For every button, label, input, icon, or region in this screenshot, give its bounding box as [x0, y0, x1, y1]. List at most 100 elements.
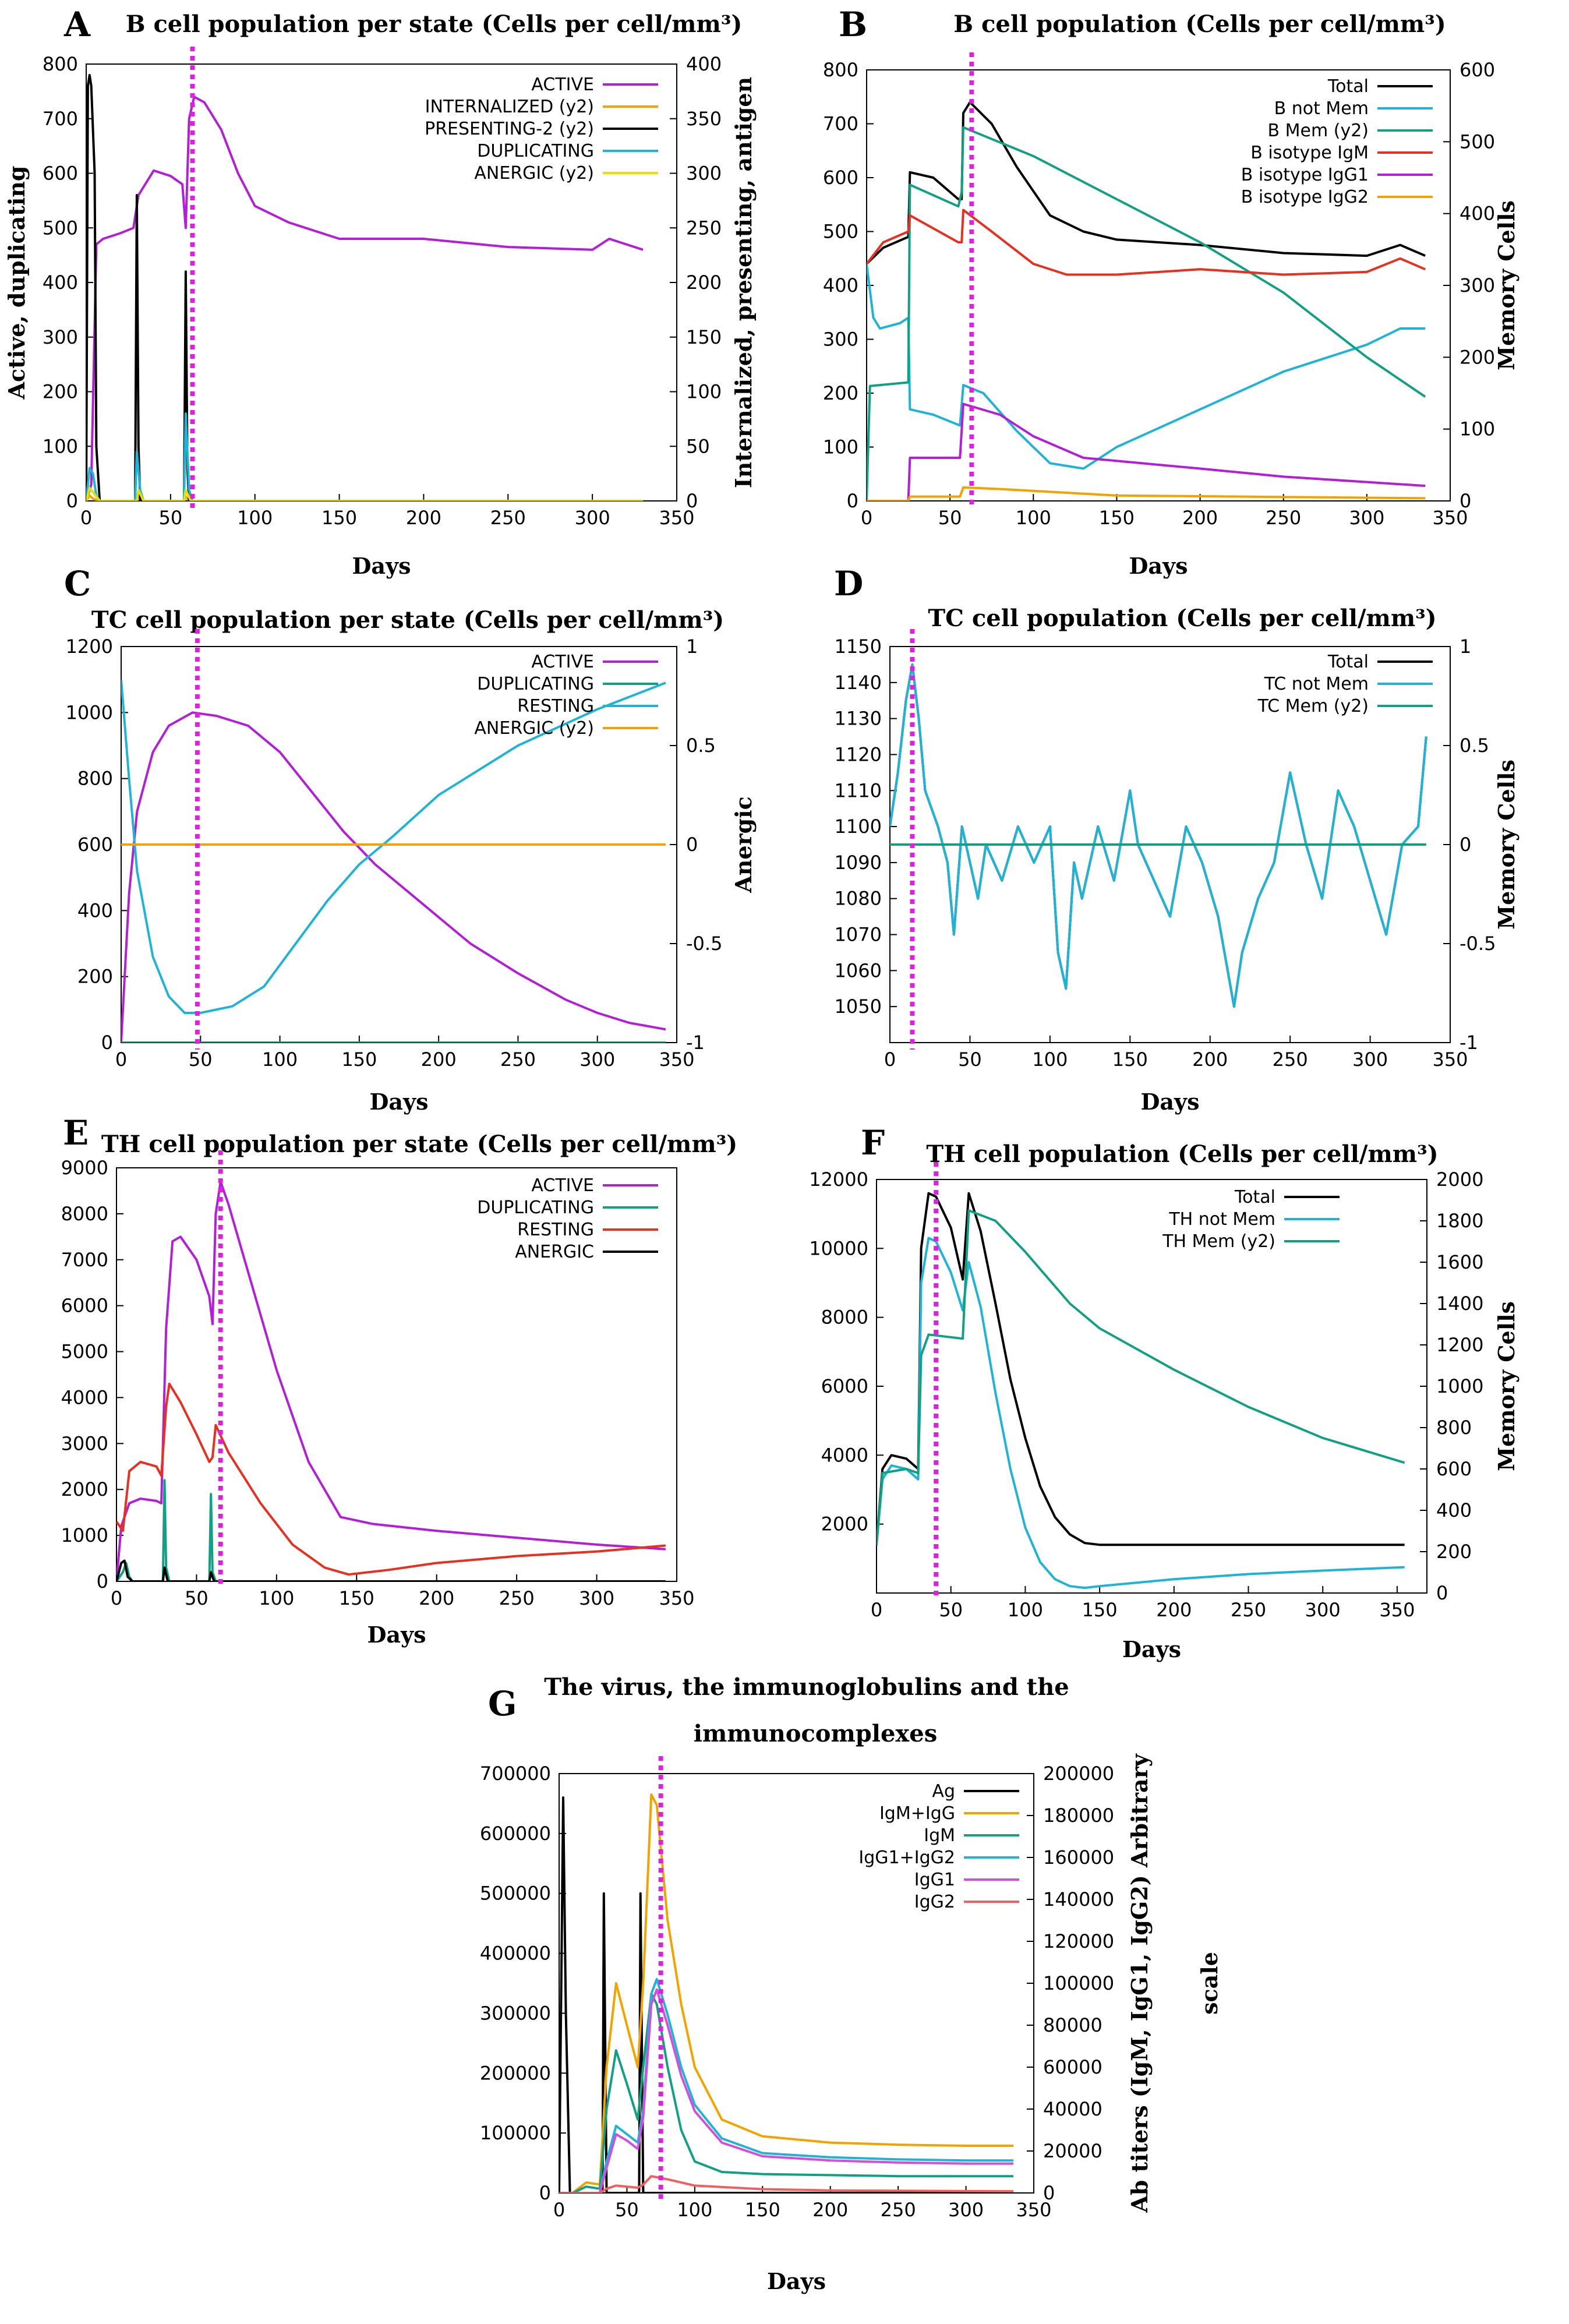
panel-a-legend-label-duplicating: DUPLICATING [477, 141, 594, 161]
panel-c-xtick-label: 200 [421, 1048, 457, 1071]
panel-c-ytick-label: 400 [77, 899, 113, 921]
panel-e-legend-label-active: ACTIVE [531, 1175, 594, 1196]
panel-e-series-active [116, 1180, 666, 1581]
panel-a-xlabel: Days [352, 553, 411, 579]
panel-d-ytick-label: 1080 [835, 888, 882, 910]
panel-d-y2label: Memory Cells [1493, 760, 1519, 930]
panel-f: F TH cell population (Cells per cell/mm³… [809, 1123, 1519, 1662]
panel-d-ytick-label: 1100 [835, 815, 882, 838]
panel-f-y2tick-label: 1800 [1436, 1210, 1483, 1232]
panel-f-y2tick-label: 400 [1436, 1499, 1472, 1521]
panel-a-y2tick-label: 150 [686, 326, 722, 348]
panel-a-legend-label-anergic-y2: ANERGIC (y2) [474, 163, 594, 183]
panel-d-ytick-label: 1090 [835, 852, 882, 874]
panel-c-y2tick-label: -0.5 [686, 933, 722, 955]
panel-g-ytick-label: 300000 [480, 2002, 551, 2024]
panel-f-ytick-label: 2000 [821, 1513, 868, 1535]
panel-d-y2tick-label: 1 [1460, 635, 1471, 658]
panel-g-xtick-label: 50 [615, 2199, 639, 2221]
panel-c-series-active [121, 711, 666, 1043]
panel-c-xtick-label: 150 [341, 1048, 377, 1071]
panel-d-ytick-label: 1120 [835, 743, 882, 765]
panel-g-y2label-line2: scale [1196, 1952, 1222, 2015]
panel-a-legend-label-internalized-y2: INTERNALIZED (y2) [425, 97, 594, 117]
panel-f-title: TH cell population (Cells per cell/mm³) [926, 1140, 1438, 1168]
panel-e-series-resting [116, 1382, 666, 1576]
panel-c-xtick-label: 300 [579, 1048, 615, 1071]
panel-b-legend-label-b-isotype-igg2: B isotype IgG2 [1241, 187, 1369, 207]
panel-c-title: TC cell population per state (Cells per … [91, 606, 724, 634]
panel-b-series-b-not-mem [867, 263, 1426, 470]
panel-a-series-presenting-2-y2 [86, 73, 644, 501]
panel-b-series-b-isotype-igg2 [867, 486, 1426, 501]
panel-g-title-line2: immunocomplexes [694, 1720, 937, 1747]
panel-f-y2tick-label: 2000 [1436, 1168, 1483, 1191]
panel-g-ytick-label: 200000 [480, 2062, 551, 2084]
panel-a-plot: 0 50 100 150 200 250 300 3500100200300400500600… [3, 47, 757, 579]
panel-c-legend-label-anergic-y2: ANERGIC (y2) [474, 718, 594, 739]
panel-a-y2tick-label: 50 [686, 435, 710, 457]
panel-a-legend-label-active: ACTIVE [531, 75, 594, 95]
panel-c-ytick-label: 1200 [66, 635, 113, 658]
panel-a-ytick-label: 300 [43, 326, 78, 348]
panel-f-ytick-label: 12000 [809, 1168, 868, 1191]
panel-d-xtick-label: 100 [1032, 1048, 1068, 1071]
panel-b-series-b-mem-y2 [867, 126, 1426, 501]
panel-a-ytick-label: 500 [43, 217, 78, 239]
panel-c-xtick-label: 350 [659, 1048, 694, 1071]
panel-g-y2tick-label: 80000 [1043, 2014, 1102, 2036]
panel-g-title-line1: The virus, the immunoglobulins and the [544, 1673, 1069, 1701]
panel-e: E TH cell population per state (Cells pe… [61, 1113, 738, 1648]
panel-b-legend-label-b-mem-y2: B Mem (y2) [1268, 121, 1369, 141]
panel-f-xtick-label: 150 [1082, 1599, 1118, 1621]
panel-a-ytick-label: 0 [66, 490, 78, 512]
panel-a-xtick-label: 0 [80, 507, 92, 529]
panel-c-xtick-label: 0 [115, 1048, 127, 1071]
panel-g-legend-label-igg1-igg2: IgG1+IgG2 [858, 1848, 955, 1868]
panel-b-ytick-label: 300 [823, 329, 858, 351]
panel-a: A B cell population per state (Cells per… [3, 5, 757, 579]
panel-b-xtick-label: 200 [1182, 507, 1218, 529]
panel-c-y2tick-label: 0 [686, 833, 698, 856]
panel-b-series-b-isotype-igm [867, 209, 1426, 276]
panel-b-xtick-label: 300 [1349, 507, 1384, 529]
panel-a-ytick-label: 100 [43, 435, 78, 457]
panel-f-y2tick-label: 1200 [1436, 1334, 1483, 1356]
panel-d-ytick-label: 1130 [835, 708, 882, 730]
panel-a-xtick-label: 150 [321, 507, 357, 529]
panel-d-xtick-label: 350 [1432, 1048, 1468, 1071]
panel-d-ytick-label: 1070 [835, 924, 882, 946]
panel-d-xtick-label: 250 [1273, 1048, 1308, 1071]
panel-a-ytick-label: 700 [43, 108, 78, 130]
panel-g-xtick-label: 300 [948, 2199, 984, 2221]
panel-b-y2tick-label: 400 [1460, 203, 1495, 225]
panel-e-legend-label-anergic: ANERGIC [515, 1242, 594, 1262]
panel-g-ytick-label: 100000 [480, 2122, 551, 2144]
panel-e-ytick-label: 9000 [61, 1157, 108, 1179]
panel-a-xtick-label: 100 [237, 507, 273, 529]
panel-b-legend-label-b-isotype-igg1: B isotype IgG1 [1241, 165, 1369, 185]
panel-a-series-anergic-y2 [86, 486, 644, 501]
panel-a-series-active [86, 96, 644, 501]
panel-e-ytick-label: 6000 [61, 1295, 108, 1317]
panel-f-xlabel: Days [1122, 1636, 1181, 1662]
panel-g-legend-label-ag: Ag [932, 1781, 955, 1802]
panel-b-ytick-label: 400 [823, 274, 858, 296]
panel-d-xtick-label: 300 [1352, 1048, 1388, 1071]
panel-a-y2tick-label: 350 [686, 108, 722, 130]
panel-c-y2tick-label: 1 [686, 635, 698, 658]
panel-c-legend-label-resting: RESTING [517, 696, 594, 716]
panel-f-xtick-label: 300 [1305, 1599, 1341, 1621]
panel-d-xtick-label: 0 [884, 1048, 896, 1071]
panel-d-ytick-label: 1060 [835, 959, 882, 981]
panel-c-ytick-label: 1000 [66, 701, 113, 723]
panel-f-y2tick-label: 800 [1436, 1417, 1472, 1439]
panel-c-y2label: Anergic [730, 796, 757, 893]
panel-a-y2tick-label: 100 [686, 381, 722, 403]
panel-b-series-b-isotype-igg1 [867, 402, 1426, 501]
panel-g-ytick-label: 500000 [480, 1882, 551, 1905]
